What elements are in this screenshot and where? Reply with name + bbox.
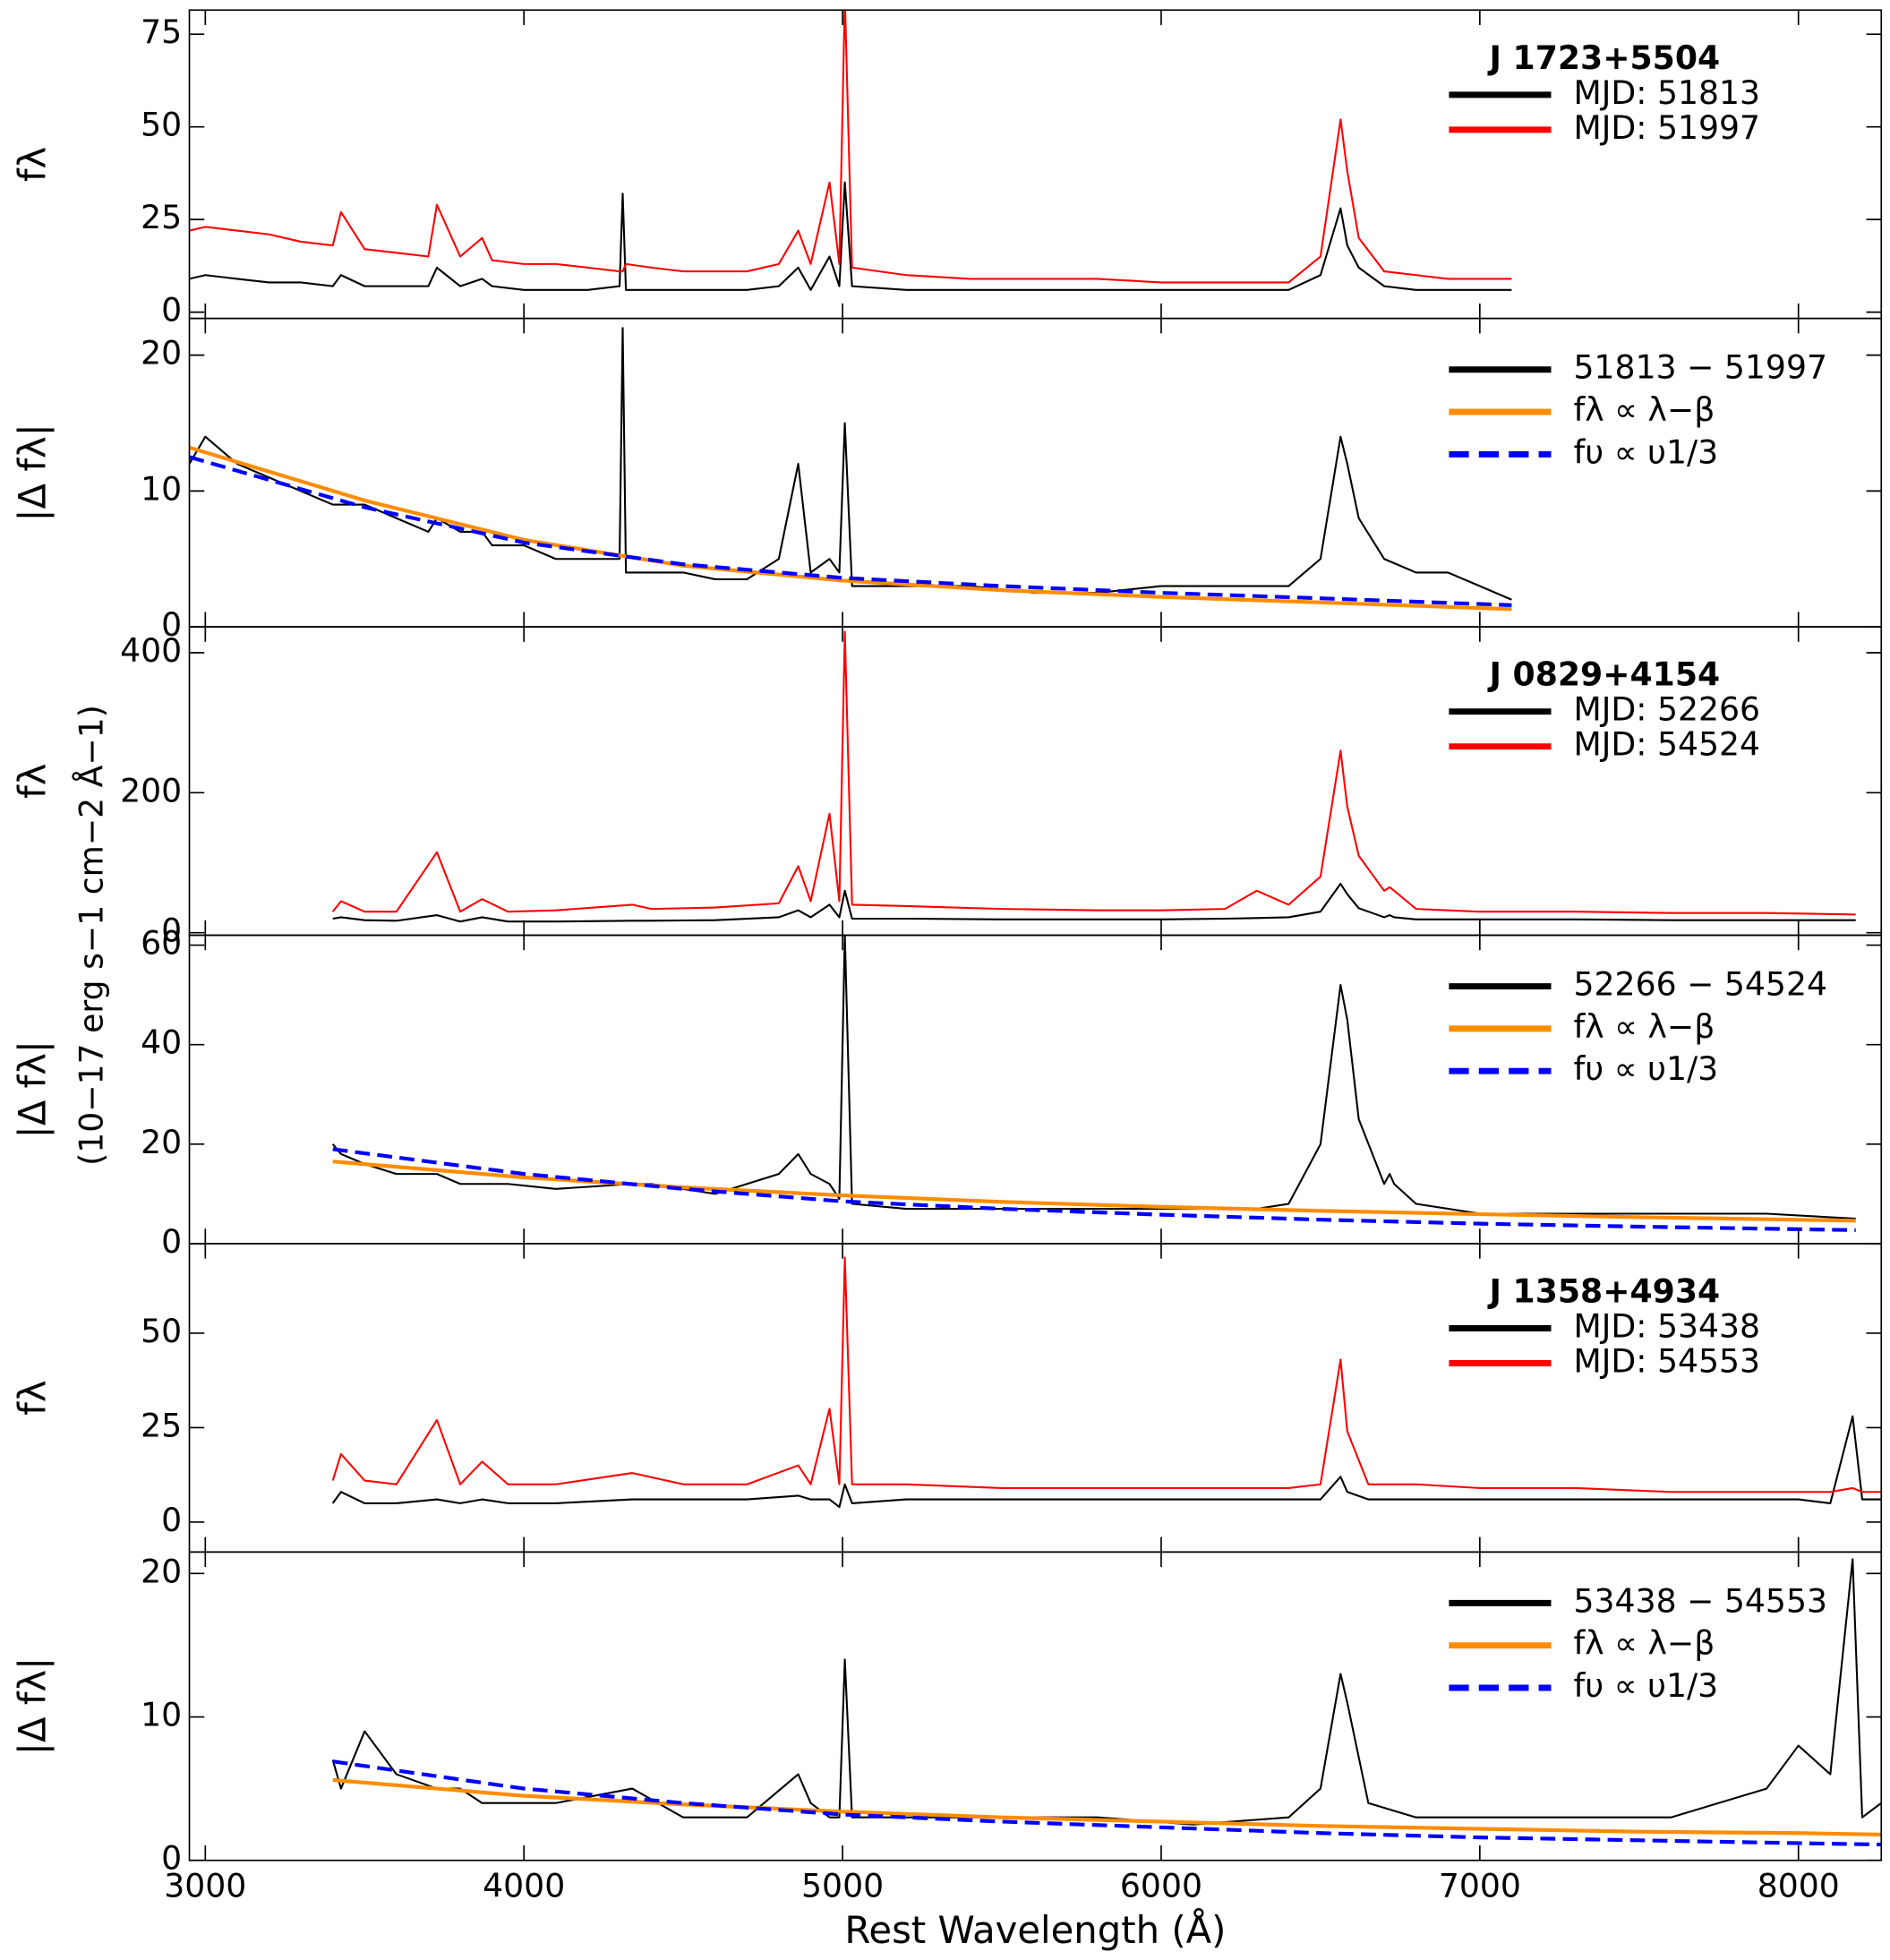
legend-label: fυ ∝ υ1/3: [1574, 1049, 1719, 1088]
units-label: (10−17 erg s−1 cm−2 Å−1): [72, 705, 110, 1166]
spectrum-line: [332, 1777, 1882, 1837]
spectrum-line: [331, 1558, 1882, 1826]
y-tick-label: 20: [141, 334, 182, 372]
legend-label: 52266 − 54524: [1574, 965, 1827, 1004]
y-tick-label: 200: [120, 771, 182, 809]
legend-label: MJD: 52266: [1574, 690, 1760, 729]
y-tick-label: 50: [141, 106, 182, 144]
x-tick-label: 7000: [1439, 1866, 1521, 1904]
y-tick-label: 0: [161, 291, 182, 330]
y-tick-label: 0: [161, 1501, 182, 1539]
spectrum-line: [189, 455, 1512, 607]
legend-label: MJD: 54553: [1574, 1341, 1760, 1380]
y-tick-label: 40: [141, 1023, 182, 1062]
x-tick-label: 6000: [1120, 1866, 1202, 1904]
y-tick-label: 25: [141, 198, 182, 236]
plot-area: [331, 1256, 1882, 1509]
y-axis-label: |Δ fλ|: [10, 1040, 54, 1138]
plot-area: [331, 935, 1856, 1232]
legend-label: fλ ∝ λ−β: [1574, 1624, 1715, 1663]
legend-label: fυ ∝ υ1/3: [1574, 1666, 1719, 1705]
y-axis-label: fλ: [10, 764, 54, 799]
spectrum-line: [189, 327, 1512, 601]
y-tick-label: 0: [161, 1839, 182, 1878]
spectrum-line: [189, 10, 1512, 284]
y-axis-label: fλ: [10, 147, 54, 182]
y-tick-label: 10: [141, 469, 182, 508]
legend-label: fυ ∝ υ1/3: [1574, 432, 1719, 471]
legend-label: 51813 − 51997: [1574, 348, 1827, 387]
y-axis-label: fλ: [10, 1380, 54, 1415]
spectrum-line: [332, 1759, 1882, 1847]
x-axis-label: Rest Wavelength (Å): [844, 1907, 1226, 1952]
y-tick-label: 20: [141, 1552, 182, 1590]
y-tick-label: 400: [120, 631, 182, 670]
legend-label: MJD: 53438: [1574, 1307, 1760, 1346]
panel-frame: [188, 1551, 1883, 1862]
plot-area: [189, 10, 1512, 291]
legend-label: MJD: 51997: [1574, 108, 1760, 147]
y-tick-label: 0: [161, 1222, 182, 1261]
legend-label: MJD: 54524: [1574, 725, 1760, 764]
spectrum-line: [331, 935, 1856, 1220]
y-tick-label: 50: [141, 1312, 182, 1350]
y-tick-label: 60: [141, 924, 182, 963]
spectrum-line: [189, 445, 1512, 612]
plot-area: [331, 1558, 1882, 1847]
y-tick-label: 10: [141, 1696, 182, 1734]
x-tick-label: 3000: [164, 1866, 246, 1904]
legend-title: J 0829+4154: [1486, 655, 1720, 694]
y-axis-label: |Δ fλ|: [10, 424, 54, 521]
x-tick-label: 4000: [483, 1866, 565, 1904]
spectrum-line: [331, 1256, 1882, 1494]
x-tick-label: 5000: [801, 1866, 884, 1904]
legend-label: fλ ∝ λ−β: [1574, 1007, 1715, 1046]
legend-label: MJD: 51813: [1574, 73, 1760, 112]
y-axis-label: |Δ fλ|: [10, 1657, 54, 1755]
legend-label: fλ ∝ λ−β: [1574, 390, 1715, 429]
spectrum-line: [332, 882, 1856, 923]
y-tick-label: 20: [141, 1123, 182, 1161]
spectrum-line: [331, 630, 1856, 916]
y-tick-label: 0: [161, 605, 182, 644]
spectrum-line: [332, 1147, 1856, 1232]
y-tick-label: 0: [161, 912, 182, 950]
legend-label: 53438 − 54553: [1574, 1581, 1827, 1620]
spectrum-line: [189, 181, 1512, 291]
spectrum-line: [331, 1415, 1882, 1509]
plot-area: [189, 327, 1512, 612]
y-tick-label: 75: [141, 13, 182, 51]
y-tick-label: 25: [141, 1406, 182, 1444]
legend-title: J 1358+4934: [1486, 1272, 1720, 1311]
x-tick-label: 8000: [1757, 1866, 1840, 1904]
legend-title: J 1723+5504: [1486, 39, 1720, 77]
plot-area: [331, 630, 1856, 923]
